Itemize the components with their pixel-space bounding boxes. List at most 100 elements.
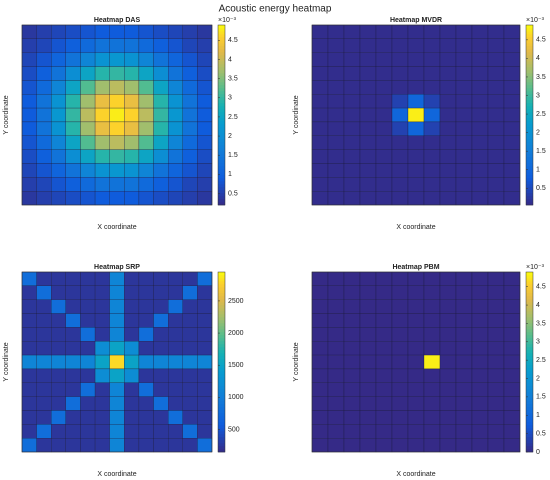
heatmap-cell [327,354,345,370]
colorbar-segment [218,332,225,336]
heatmap-cell [94,24,110,39]
heatmap-cell [80,121,96,136]
x-axis-label: X coordinate [97,224,136,231]
heatmap-cell [503,341,521,356]
heatmap-cell [311,52,329,67]
colorbar-segment [526,353,533,357]
heatmap-cell [168,285,183,300]
heatmap-cell [153,66,169,81]
colorbar-segment [218,422,225,426]
heatmap-cell [124,299,140,314]
colorbar-segment [526,416,533,420]
heatmap-cell [439,177,457,192]
colorbar-tick-label: 1 [536,167,540,174]
heatmap-cell [80,107,96,123]
colorbar-segment [526,398,533,402]
heatmap-cell [65,438,81,453]
heatmap-cell [391,66,409,81]
heatmap-cell [423,94,441,109]
heatmap-cell [487,24,505,39]
colorbar-tick-label: 4.5 [536,284,546,291]
colorbar-tick-label: 1 [228,171,232,178]
colorbar-segment [526,166,533,170]
heatmap-cell [423,149,441,164]
colorbar-segment [218,305,225,309]
colorbar-segment [218,97,225,101]
heatmap-cell [138,66,154,81]
heatmap-cell [51,135,66,150]
colorbar-segment [526,449,533,453]
colorbar-segment [526,157,533,161]
heatmap-cell [94,438,110,453]
heatmap-cell [327,327,345,342]
heatmap-cell [36,66,52,81]
heatmap-cell [391,149,409,164]
heatmap-cell [80,299,96,314]
colorbar-segment [526,46,533,50]
heatmap-cell [327,271,345,286]
heatmap-cell [51,149,66,164]
colorbar-segment [526,142,533,146]
heatmap-cell [343,52,361,67]
heatmap-cell [439,191,457,206]
heatmap-cell [36,38,52,53]
heatmap-cell [109,191,125,206]
colorbar-segment [526,341,533,345]
colorbar-segment [218,61,225,65]
heatmap-cell [487,341,505,356]
heatmap-cell [36,354,52,370]
heatmap-cell [182,327,198,342]
x-axis-label: X coordinate [396,471,435,478]
colorbar-segment [218,416,225,420]
colorbar-segment [218,163,225,167]
y-axis-label: Y coordinate [3,342,10,381]
heatmap-cell [407,135,425,150]
colorbar-segment [218,67,225,71]
heatmap-cell [327,424,345,439]
colorbar-segment [526,94,533,98]
heatmap-cell [503,107,521,123]
heatmap-cell [94,299,110,314]
colorbar-tick-label: 1500 [228,362,244,369]
colorbar-segment [526,437,533,441]
heatmap-cell [21,66,37,81]
heatmap-cell [375,327,393,342]
heatmap-cell [327,382,345,397]
heatmap-cell [153,396,169,411]
colorbar-segment [218,296,225,300]
colorbar-tick-label: 2.5 [228,114,238,121]
heatmap-cell [391,107,409,123]
heatmap-cell [375,271,393,286]
heatmap-cell [487,368,505,383]
colorbar-segment [526,175,533,179]
colorbar-segment [526,404,533,408]
heatmap-cell [375,354,393,370]
heatmap-cell [124,271,140,286]
heatmap-cell [391,191,409,206]
heatmap-cell [36,341,52,356]
heatmap-cell [407,424,425,439]
heatmap-cell [311,438,329,453]
heatmap-cell [124,382,140,397]
heatmap-cell [36,149,52,164]
heatmap-cell [109,368,125,383]
heatmap-cell [439,368,457,383]
heatmap-cell [109,341,125,356]
colorbar-segment [526,356,533,360]
heatmap-cell [80,163,96,178]
colorbar-tick-label: 2 [536,375,540,382]
colorbar-segment [526,52,533,56]
colorbar-frame [217,24,226,206]
heatmap-cell [153,107,169,123]
heatmap-cell [327,24,345,39]
heatmap-cell [21,163,37,178]
heatmap-cell [80,341,96,356]
heatmap-cell [359,80,377,95]
heatmap-cell [471,52,489,67]
heatmap-cell [94,66,110,81]
heatmap-cell [94,163,110,178]
colorbar-segment [526,148,533,152]
colorbar-segment [218,55,225,59]
colorbar-segment [218,317,225,321]
